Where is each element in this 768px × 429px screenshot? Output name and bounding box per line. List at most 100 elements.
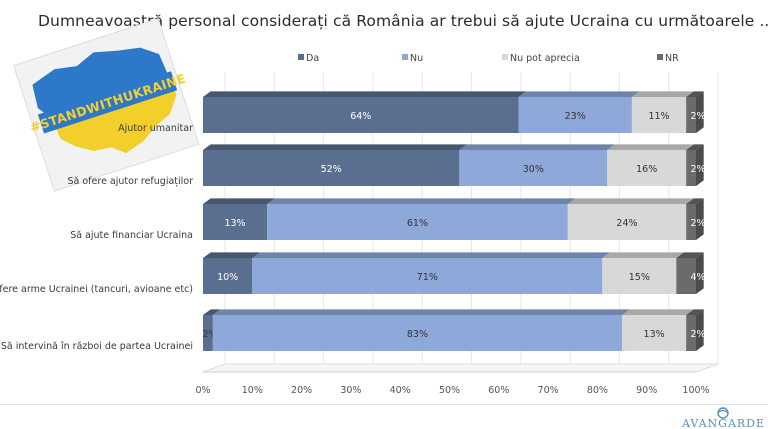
bar-end-cap <box>696 91 704 133</box>
bar-segment <box>203 150 460 186</box>
bar-segment <box>459 150 608 186</box>
avangarde-logo: AVANGARDE <box>680 407 768 429</box>
category-label: Ajutor umanitar <box>118 123 193 134</box>
bar-segment-top <box>631 91 694 97</box>
legend-label: Da <box>306 53 319 64</box>
legend-label: NR <box>665 53 679 64</box>
data-label: 24% <box>616 218 637 229</box>
legend-label: Nu <box>410 53 423 64</box>
legend-swatch <box>657 54 663 60</box>
category-labels: Ajutor umanitar Să ofere ajutor refugiați… <box>0 123 193 352</box>
tick-label: 80% <box>587 385 608 396</box>
bar-segment-top <box>212 309 630 315</box>
data-label: 2% <box>690 329 705 340</box>
chart-bars: 64% 23% 11% 2% 52% 30% 16% 2% 13% 61% 24% 2% 10% 71% 1… <box>202 91 706 351</box>
bar-segment-top <box>686 198 704 204</box>
bar-segment-top <box>686 91 704 97</box>
bar-segment <box>203 204 268 240</box>
data-label: 52% <box>321 164 342 175</box>
bar-segment-top <box>567 198 694 204</box>
data-label: 16% <box>636 164 657 175</box>
bar-segment-top <box>203 309 221 315</box>
bar-segment <box>607 150 687 186</box>
tick-label: 50% <box>439 385 460 396</box>
tick-label: 100% <box>682 385 709 396</box>
tick-label: 40% <box>390 385 411 396</box>
data-label: 30% <box>523 164 544 175</box>
bar-segment <box>676 258 696 294</box>
bar-segment <box>203 258 253 294</box>
bar-segment <box>622 315 687 351</box>
bar-segment-top <box>459 144 615 150</box>
footer-divider <box>0 404 768 405</box>
x-axis-ticks: 0% 10% 20% 30% 40% 50% 60% 70% 80% 90% 100% <box>195 385 709 396</box>
data-label: 13% <box>224 218 245 229</box>
category-label: Să ajute financiar Ucraina <box>70 230 193 241</box>
chart-floor-plane <box>202 363 719 373</box>
logo-text: AVANGARDE <box>682 417 766 429</box>
legend-label: Nu pot aprecia <box>510 53 580 64</box>
data-label: 2% <box>690 111 705 122</box>
chart-floor <box>202 363 719 373</box>
bar-end-cap <box>696 144 704 186</box>
bar-end-cap <box>696 198 704 240</box>
legend-swatch <box>298 54 304 60</box>
bar-segment <box>567 204 687 240</box>
bar-end-cap <box>696 309 704 351</box>
bar-segment <box>686 97 696 133</box>
bar-segment-top <box>518 91 640 97</box>
data-label: 61% <box>407 218 428 229</box>
data-label: 83% <box>407 329 428 340</box>
bar-segment <box>267 204 568 240</box>
bar-segment <box>686 150 696 186</box>
bar-segment <box>631 97 687 133</box>
data-label: 2% <box>690 164 705 175</box>
legend-swatch <box>402 54 408 60</box>
chart-legend: Da Nu Nu pot aprecia NR <box>298 53 679 64</box>
ukraine-map-blue <box>32 47 168 119</box>
tick-label: 0% <box>195 385 210 396</box>
tick-label: 90% <box>636 385 657 396</box>
data-label: 23% <box>565 111 586 122</box>
bar-segment-top <box>203 91 527 97</box>
data-label: 15% <box>629 272 650 283</box>
data-label: 4% <box>690 272 705 283</box>
data-label: 64% <box>350 111 371 122</box>
bar-segment-top <box>203 198 275 204</box>
category-label: Să intervină în război de partea Ucraine… <box>1 341 193 352</box>
bar-segment <box>686 315 696 351</box>
bar-segment <box>602 258 677 294</box>
standwithukraine-sticker: #STANDWITHUKRAINE <box>12 18 200 192</box>
data-label: 13% <box>644 329 665 340</box>
bar-end-cap <box>696 252 704 294</box>
bar-segment <box>252 258 603 294</box>
bar-segment <box>518 97 632 133</box>
data-label: 2% <box>690 218 705 229</box>
bar-segment-top <box>676 252 704 258</box>
tick-label: 70% <box>538 385 559 396</box>
logo-emblem-icon <box>717 407 729 419</box>
bar-segment-top <box>203 252 260 258</box>
bar-segment-top <box>686 309 704 315</box>
bar-segment-top <box>602 252 684 258</box>
bar-segment <box>212 315 623 351</box>
bar-segment-top <box>203 144 468 150</box>
bar-segment <box>203 97 519 133</box>
tick-label: 30% <box>340 385 361 396</box>
page-title: Dumneavoastră personal considerați că Ro… <box>38 12 768 30</box>
data-label: 71% <box>417 272 438 283</box>
data-label: 11% <box>648 111 669 122</box>
bar-segment-top <box>686 144 704 150</box>
bar-segment-top <box>252 252 611 258</box>
tick-label: 60% <box>488 385 509 396</box>
data-label: 10% <box>217 272 238 283</box>
category-label: Să ofere ajutor refugiaților <box>68 176 194 187</box>
bar-segment-top <box>622 309 694 315</box>
tick-label: 20% <box>291 385 312 396</box>
sticker-banner <box>37 71 178 134</box>
data-label: 2% <box>202 329 217 340</box>
bar-segment <box>686 204 696 240</box>
tick-label: 10% <box>242 385 263 396</box>
legend-swatch <box>502 54 508 60</box>
